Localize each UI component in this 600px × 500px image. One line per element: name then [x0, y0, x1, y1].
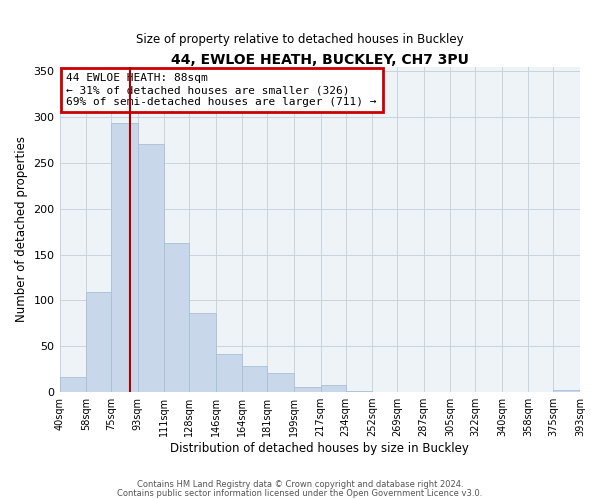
Bar	[164, 242, 189, 392]
Text: Contains public sector information licensed under the Open Government Licence v3: Contains public sector information licen…	[118, 489, 482, 498]
Bar	[553, 390, 580, 392]
Bar	[137, 144, 164, 392]
Text: 44 EWLOE HEATH: 88sqm
← 31% of detached houses are smaller (326)
69% of semi-det: 44 EWLOE HEATH: 88sqm ← 31% of detached …	[67, 74, 377, 106]
Bar	[86, 292, 111, 392]
Bar	[320, 384, 346, 392]
Bar	[189, 313, 216, 392]
Bar	[216, 354, 242, 392]
Bar	[59, 378, 86, 392]
Text: Size of property relative to detached houses in Buckley: Size of property relative to detached ho…	[136, 32, 464, 46]
Bar	[242, 366, 268, 392]
Y-axis label: Number of detached properties: Number of detached properties	[15, 136, 28, 322]
X-axis label: Distribution of detached houses by size in Buckley: Distribution of detached houses by size …	[170, 442, 469, 455]
Bar	[346, 391, 372, 392]
Bar	[268, 373, 294, 392]
Text: Contains HM Land Registry data © Crown copyright and database right 2024.: Contains HM Land Registry data © Crown c…	[137, 480, 463, 489]
Title: 44, EWLOE HEATH, BUCKLEY, CH7 3PU: 44, EWLOE HEATH, BUCKLEY, CH7 3PU	[171, 52, 469, 66]
Bar	[294, 388, 320, 392]
Bar	[111, 124, 137, 392]
